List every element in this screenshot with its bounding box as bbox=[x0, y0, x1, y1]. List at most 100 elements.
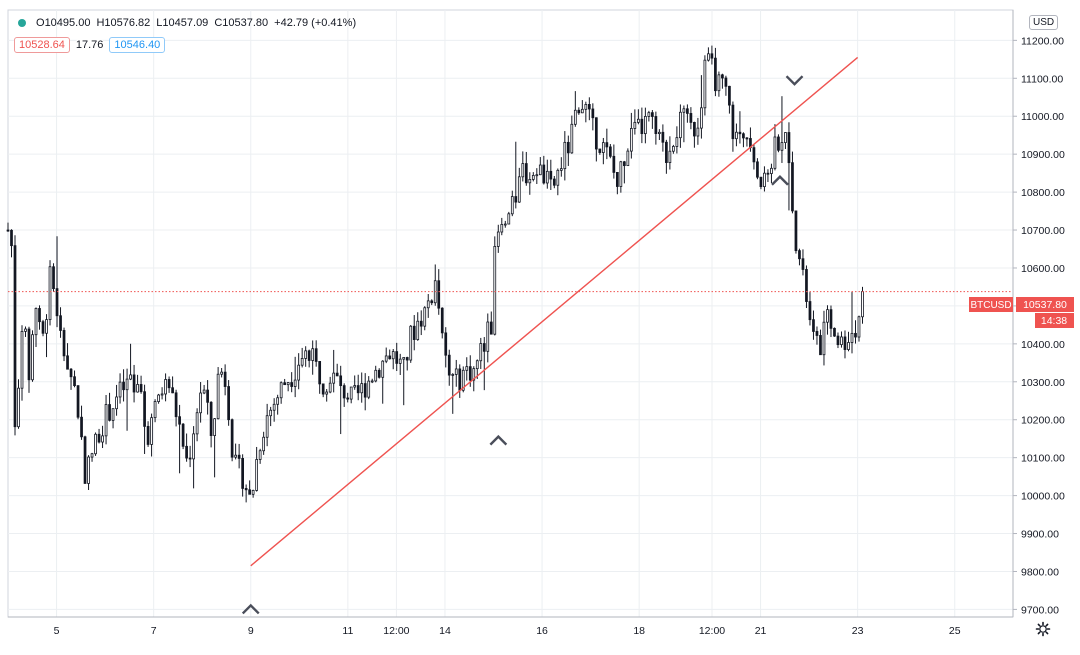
candle-body bbox=[129, 374, 132, 380]
candle-body bbox=[461, 369, 465, 391]
candle-body bbox=[66, 355, 69, 370]
x-tick-label: 12:00 bbox=[383, 625, 409, 637]
candle-body bbox=[52, 266, 55, 290]
candle-body bbox=[391, 351, 395, 360]
candle-body bbox=[475, 360, 479, 370]
candle-body bbox=[566, 141, 570, 154]
candle-body bbox=[622, 161, 626, 167]
candle-body bbox=[31, 334, 34, 381]
candle-body bbox=[545, 170, 549, 184]
candle-body bbox=[665, 141, 668, 163]
currency-button[interactable]: USD bbox=[1029, 15, 1059, 30]
candle-body bbox=[430, 300, 434, 304]
candle-body bbox=[178, 416, 181, 425]
candle-body bbox=[423, 307, 427, 327]
candle-body bbox=[419, 320, 423, 327]
candle-body bbox=[251, 490, 255, 495]
candle-body bbox=[584, 104, 588, 110]
candle-body bbox=[819, 335, 822, 356]
candle-body bbox=[798, 250, 801, 260]
candle-body bbox=[370, 380, 374, 383]
price-axis[interactable]: 9700.00 9800.00 9900.00 10000.00 10100.00 102… bbox=[1012, 10, 1065, 617]
candle-body bbox=[237, 454, 241, 459]
sell-price-button[interactable]: 10528.64 bbox=[14, 37, 70, 53]
candle-body bbox=[440, 307, 444, 334]
candle-body bbox=[651, 112, 654, 117]
time-axis[interactable]: 5 7 9 11 12:00 14 16 18 12:00 21 23 25 bbox=[8, 616, 1013, 637]
candle-body bbox=[847, 342, 850, 350]
candle-body bbox=[346, 397, 350, 400]
candle-body bbox=[132, 374, 136, 393]
candle-body bbox=[465, 366, 469, 371]
y-tick-label: 9700.00 bbox=[1021, 604, 1059, 616]
candle-body bbox=[83, 436, 87, 484]
candle-body bbox=[62, 330, 66, 357]
chevron-up-icon bbox=[241, 603, 260, 615]
candle-body bbox=[153, 401, 157, 419]
candle-body bbox=[41, 321, 45, 334]
candle-body bbox=[150, 417, 153, 445]
candle-body bbox=[293, 379, 297, 387]
y-tick-label: 11100.00 bbox=[1021, 73, 1063, 85]
settings-gear-icon[interactable] bbox=[1035, 621, 1051, 637]
y-tick-label: 10100.00 bbox=[1021, 453, 1065, 465]
candle-body bbox=[644, 116, 647, 135]
candle-body bbox=[608, 146, 612, 157]
candle-body bbox=[724, 77, 728, 87]
candle-body bbox=[118, 381, 122, 398]
candle-body bbox=[489, 321, 493, 335]
candle-body bbox=[668, 150, 672, 163]
candle-body bbox=[181, 423, 185, 447]
candle-body bbox=[454, 368, 458, 375]
candle-body bbox=[286, 382, 290, 386]
candle-body bbox=[556, 169, 560, 186]
candle-body bbox=[13, 245, 17, 428]
candle-body bbox=[843, 336, 847, 350]
candle-body bbox=[521, 163, 525, 178]
candle-body bbox=[339, 375, 343, 387]
candle-body bbox=[311, 348, 315, 361]
candle-body bbox=[269, 409, 273, 417]
buy-price-button[interactable]: 10546.40 bbox=[109, 37, 166, 53]
x-tick-label: 16 bbox=[536, 625, 548, 637]
candle-body bbox=[559, 168, 563, 171]
candle-body bbox=[108, 404, 111, 421]
candle-body bbox=[398, 358, 402, 364]
candle-body bbox=[738, 131, 742, 135]
candle-body bbox=[598, 148, 602, 153]
chevron-down-icon bbox=[785, 75, 804, 86]
candle-body bbox=[300, 358, 304, 366]
candle-body bbox=[787, 132, 791, 164]
candle-body bbox=[514, 196, 518, 203]
y-tick-label: 10600.00 bbox=[1021, 263, 1065, 275]
candle-body bbox=[763, 172, 766, 188]
candle-body bbox=[861, 291, 864, 318]
candle-body bbox=[230, 419, 234, 458]
candle-body bbox=[759, 176, 763, 188]
candle-body bbox=[360, 383, 364, 394]
ohlc-open: O10495.00 bbox=[36, 17, 91, 29]
last-price-labels: BTCUSD 10537.80 14:38 bbox=[969, 297, 1074, 328]
candle-body bbox=[686, 108, 689, 114]
candle-body bbox=[784, 132, 787, 143]
x-tick-label: 18 bbox=[633, 625, 645, 637]
ohlc-close: C10537.80 bbox=[214, 17, 269, 29]
candle-body bbox=[658, 131, 661, 135]
x-tick-label: 23 bbox=[852, 625, 864, 637]
trend-line[interactable] bbox=[250, 56, 859, 567]
candle-body bbox=[125, 378, 129, 391]
candle-body bbox=[496, 231, 500, 247]
candle-body bbox=[10, 229, 13, 247]
candle-body bbox=[549, 170, 553, 180]
candle-body bbox=[209, 401, 213, 436]
candle-body bbox=[185, 445, 188, 459]
candle-body bbox=[517, 176, 521, 203]
candle-body bbox=[468, 366, 472, 381]
x-tick-label: 11 bbox=[342, 625, 353, 637]
candle-body bbox=[458, 368, 462, 391]
candle-body bbox=[535, 174, 539, 177]
candle-body bbox=[675, 137, 679, 147]
candle-body bbox=[766, 172, 770, 175]
